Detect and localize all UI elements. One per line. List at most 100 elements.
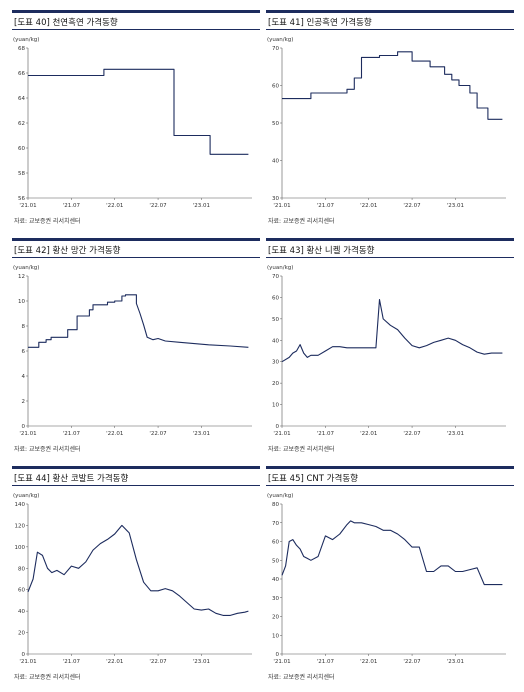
price-series-line [28,294,249,348]
y-axis-unit: (yuan/kg) [13,37,39,43]
title-divider [12,257,260,258]
chart-source: 자료: 교보증권 리서치센터 [268,218,335,225]
y-tick-label: 60 [272,84,279,90]
price-series-line [28,68,249,155]
x-tick-label: '22.01 [106,431,123,437]
title-divider [266,29,514,30]
chart-title: [도표 43] 황산 니켈 가격동향 [268,246,375,256]
y-tick-label: 62 [18,121,25,127]
y-tick-label: 40 [272,159,279,165]
chart-source: 자료: 교보증권 리서치센터 [14,218,81,225]
y-tick-label: 68 [18,46,25,52]
price-series-line [281,520,503,586]
y-tick-label: 50 [272,558,279,564]
x-tick-label: '23.01 [193,431,210,437]
y-tick-label: 12 [18,274,25,280]
y-tick-label: 10 [18,299,25,305]
x-tick-label: '21.07 [63,659,81,665]
y-tick-label: 30 [272,596,279,602]
y-axis-unit: (yuan/kg) [267,37,293,43]
x-tick-label: '23.01 [447,203,464,209]
y-tick-label: 100 [15,545,26,551]
x-tick-label: '23.01 [193,659,210,665]
manganese-sulfate-price-chart: (yuan/kg) 0 2 4 6 8 10 12 '21.01 '21.07 '22.01 '22.… [13,265,252,437]
x-tick-label: '21.01 [19,431,36,437]
x-tick-label: '21.07 [317,659,335,665]
chart-title: [도표 41] 인공흑연 가격동향 [268,18,372,28]
x-tick-label: '22.01 [360,659,377,665]
chart-title-bar: [도표 40] 천연흑연 가격동향 [12,10,260,28]
x-tick-label: '22.07 [403,659,421,665]
y-tick-label: 0 [276,652,280,658]
y-tick-label: 50 [272,317,279,323]
y-tick-label: 10 [272,403,279,409]
y-tick-label: 60 [272,540,279,546]
y-tick-label: 20 [18,631,25,637]
x-tick-label: '21.01 [273,431,290,437]
y-tick-label: 80 [18,566,25,572]
x-tick-label: '21.07 [317,431,335,437]
y-tick-label: 30 [272,360,279,366]
y-tick-label: 40 [18,609,25,615]
y-tick-label: 50 [272,121,279,127]
x-tick-label: '23.01 [447,431,464,437]
title-divider [266,257,514,258]
x-tick-label: '22.01 [360,431,377,437]
y-tick-label: 6 [22,349,26,355]
y-tick-label: 120 [15,523,26,529]
synthetic-graphite-price-chart: (yuan/kg) 30 40 50 60 70 '21.01 '21.07 '22.01 '22… [267,37,506,209]
x-tick-label: '23.01 [447,659,464,665]
chart-title: [도표 42] 황산 망간 가격동향 [14,246,121,256]
y-axis-unit: (yuan/kg) [267,493,293,499]
x-tick-label: '22.07 [403,203,421,209]
y-tick-label: 56 [18,196,25,202]
chart-source: 자료: 교보증권 리서치센터 [14,446,81,453]
x-tick-label: '21.01 [273,203,290,209]
y-tick-label: 8 [22,324,26,330]
y-tick-label: 58 [18,171,25,177]
x-tick-label: '21.07 [63,203,81,209]
chart-title-bar: [도표 41] 인공흑연 가격동향 [266,10,514,28]
chart-source: 자료: 교보증권 리서치센터 [268,674,335,681]
x-tick-label: '21.01 [19,203,36,209]
x-tick-label: '21.07 [63,431,81,437]
cobalt-sulfate-price-chart: (yuan/kg) 0 20 40 60 80 100 120 140 '21.01 '21.07 '… [13,493,252,665]
x-tick-label: '21.01 [273,659,290,665]
y-tick-label: 70 [272,521,279,527]
y-tick-label: 70 [272,274,279,280]
x-tick-label: '22.07 [403,431,421,437]
y-tick-label: 30 [272,196,279,202]
x-tick-label: '23.01 [193,203,210,209]
y-tick-label: 4 [22,374,26,380]
chart-title-bar: [도표 42] 황산 망간 가격동향 [12,238,260,256]
price-series-line [281,299,503,363]
nickel-sulfate-price-chart: (yuan/kg) 0 10 20 30 40 50 60 70 '21.01 '21.07 '22.… [267,265,506,437]
y-tick-label: 0 [22,424,26,430]
chart-source: 자료: 교보증권 리서치센터 [14,674,81,681]
y-tick-label: 60 [18,588,25,594]
x-tick-label: '22.01 [106,203,123,209]
y-axis-unit: (yuan/kg) [267,265,293,271]
x-tick-label: '22.07 [149,203,167,209]
x-tick-label: '22.07 [149,431,167,437]
x-tick-label: '22.01 [106,659,123,665]
x-tick-label: '21.01 [19,659,36,665]
title-divider [12,485,260,486]
chart-title-bar: [도표 44] 황산 코발트 가격동향 [12,466,260,484]
x-tick-label: '22.01 [360,203,377,209]
y-tick-label: 40 [272,338,279,344]
y-tick-label: 20 [272,615,279,621]
y-tick-label: 140 [15,502,26,508]
y-axis-unit: (yuan/kg) [13,265,39,271]
chart-title-bar: [도표 43] 황산 니켈 가격동향 [266,238,514,256]
title-divider [266,485,514,486]
y-axis-unit: (yuan/kg) [13,493,39,499]
y-tick-label: 40 [272,577,279,583]
y-tick-label: 66 [18,71,25,77]
y-tick-label: 0 [276,424,280,430]
y-tick-label: 80 [272,502,279,508]
chart-source: 자료: 교보증권 리서치센터 [268,446,335,453]
y-tick-label: 70 [272,46,279,52]
y-tick-label: 20 [272,381,279,387]
chart-title: [도표 45] CNT 가격동향 [268,474,358,484]
